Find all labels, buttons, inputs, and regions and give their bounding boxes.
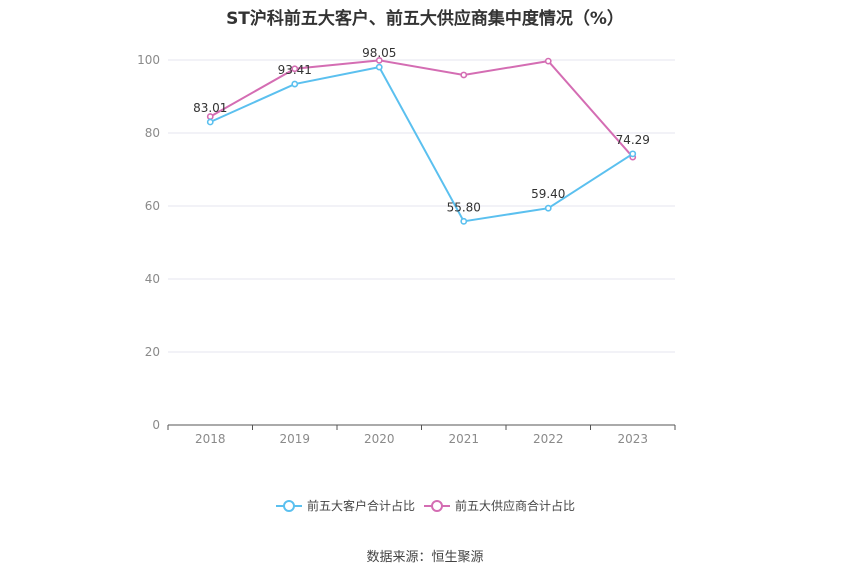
legend-swatch-marker — [431, 500, 443, 512]
source-note: 数据来源：恒生聚源 — [366, 550, 484, 565]
data-label: 98.05 — [362, 46, 396, 60]
legend-swatch-marker — [283, 500, 295, 512]
data-point — [460, 71, 468, 79]
y-tick-label: 40 — [145, 272, 160, 286]
x-tick-label: 2021 — [448, 432, 479, 446]
y-tick-label: 60 — [145, 199, 160, 213]
data-label: 59.40 — [531, 187, 565, 201]
chart-title: ST沪科前五大客户、前五大供应商集中度情况（%） — [226, 9, 624, 29]
y-tick-label: 100 — [137, 53, 160, 67]
data-point — [460, 217, 468, 225]
data-point — [544, 204, 552, 212]
legend-item-1[interactable]: 前五大供应商合计占比 — [424, 498, 575, 513]
series-layer — [206, 56, 637, 225]
data-point — [375, 56, 383, 64]
data-label: 93.41 — [278, 63, 312, 77]
data-point — [291, 65, 299, 73]
x-tick-label: 2022 — [533, 432, 564, 446]
y-tick-label: 80 — [145, 126, 160, 140]
x-tick-label: 2019 — [279, 432, 310, 446]
y-tick-label: 20 — [145, 345, 160, 359]
data-labels: 83.01 93.41 98.05 55.80 59.40 74.29 — [193, 46, 650, 214]
x-tick-label: 2020 — [364, 432, 395, 446]
data-point — [544, 57, 552, 65]
y-axis: 0 20 40 60 80 100 — [137, 53, 160, 432]
y-tick-label: 0 — [152, 418, 160, 432]
data-label: 74.29 — [616, 133, 650, 147]
data-point — [375, 63, 383, 71]
series-line-1 — [209, 59, 634, 158]
legend-item-0[interactable]: 前五大客户合计占比 — [276, 498, 415, 513]
legend-label: 前五大客户合计占比 — [307, 498, 415, 513]
legend[interactable]: 前五大客户合计占比 前五大供应商合计占比 — [276, 498, 575, 513]
data-label: 55.80 — [447, 200, 481, 214]
data-point — [629, 150, 637, 158]
data-point — [291, 80, 299, 88]
x-tick-label: 2018 — [195, 432, 226, 446]
x-axis: 2018 2019 2020 2021 2022 2023 — [167, 424, 676, 446]
series-line-0 — [209, 65, 634, 223]
x-tick-label: 2023 — [617, 432, 648, 446]
data-label: 83.01 — [193, 101, 227, 115]
legend-label: 前五大供应商合计占比 — [455, 498, 575, 513]
grid-lines — [168, 59, 675, 353]
data-point — [206, 118, 214, 126]
